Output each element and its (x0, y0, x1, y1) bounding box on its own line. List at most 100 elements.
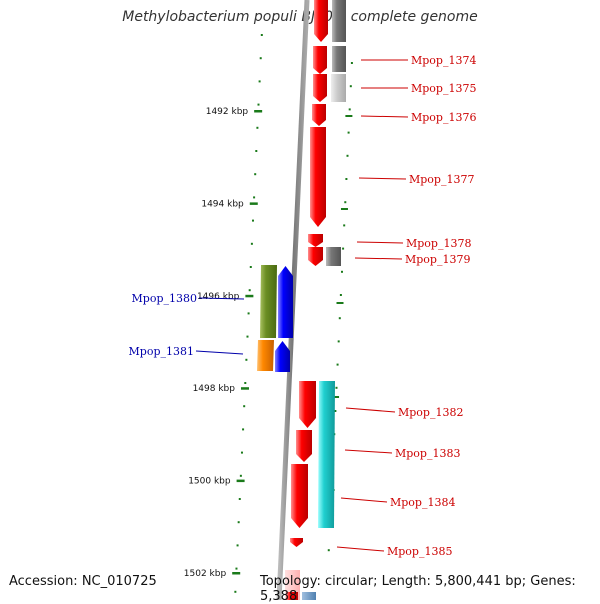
gene-arrow[interactable] (278, 266, 293, 338)
gene-arrow[interactable] (275, 341, 290, 372)
scale-dots (234, 34, 353, 593)
guide-dot (344, 201, 347, 204)
guide-dash (336, 302, 344, 304)
gene-label[interactable]: Mpop_1378 (406, 237, 471, 250)
guide-dot (245, 358, 248, 361)
gene-leader-line (198, 297, 245, 300)
scale-tick-label: 1492 kbp (206, 107, 249, 117)
guide-dot (349, 85, 352, 88)
gene-box[interactable] (260, 265, 277, 338)
scale-tick (245, 294, 254, 298)
gene-label[interactable]: Mpop_1377 (409, 173, 474, 186)
scale-tick-label: 1502 kbp (184, 569, 227, 579)
guide-dot (260, 34, 263, 36)
map-title: Methylobacterium populi BJ001, complete … (122, 9, 478, 25)
gene-leader-line (360, 115, 409, 118)
guide-dot (327, 549, 330, 552)
guide-dot (257, 103, 260, 106)
guide-dot (238, 498, 241, 500)
gene-arrow[interactable] (296, 430, 312, 462)
guide-dot (242, 428, 245, 431)
guide-dot (239, 474, 242, 477)
gene-box[interactable] (286, 592, 298, 600)
guide-dot (247, 312, 250, 315)
guide-dot (346, 154, 349, 157)
gene-leader-line (195, 350, 244, 355)
guide-dot (338, 317, 341, 320)
gene-label[interactable]: Mpop_1384 (390, 496, 455, 509)
scale-tick-label: 1496 kbp (197, 292, 240, 302)
gene-label[interactable]: Mpop_1374 (411, 54, 476, 67)
gene-arrow[interactable] (310, 127, 326, 227)
guide-dot (258, 80, 261, 83)
gene-arrow[interactable] (290, 538, 303, 547)
scale-tick-label: 1500 kbp (188, 477, 231, 487)
guide-dot (240, 451, 243, 454)
guide-dot (251, 219, 254, 222)
gene-box[interactable] (332, 0, 346, 42)
guide-dot (335, 386, 338, 389)
guide-dot (339, 294, 342, 296)
gene-leader-line (336, 546, 385, 552)
guide-dot (235, 567, 238, 570)
gene-box[interactable] (326, 247, 341, 266)
gene-box[interactable] (332, 46, 346, 72)
gene-label[interactable]: Mpop_1382 (398, 406, 463, 419)
gene-leader-line (344, 449, 393, 454)
guide-dot (345, 178, 348, 180)
scale-tick (240, 387, 249, 390)
guide-dot (250, 242, 253, 245)
gene-arrow[interactable] (308, 234, 323, 247)
gene-arrow[interactable] (313, 46, 327, 74)
guide-dot (234, 590, 237, 593)
guide-dot (254, 173, 257, 176)
gene-arrow[interactable] (314, 0, 328, 42)
guide-dot (248, 289, 251, 292)
guide-dot (336, 363, 339, 366)
guide-dot (347, 131, 350, 134)
gene-label[interactable]: Mpop_1376 (411, 111, 476, 124)
gene-leader-line (345, 407, 396, 413)
guide-dot (259, 57, 262, 60)
guide-dash (345, 115, 353, 117)
guide-dot (246, 335, 249, 338)
scale-tick (249, 202, 258, 205)
guide-dash (332, 396, 340, 398)
guide-dot (255, 150, 258, 152)
gene-leader-line (340, 497, 388, 503)
gene-arrow[interactable] (299, 381, 316, 428)
gene-label[interactable]: Mpop_1375 (411, 82, 476, 95)
gene-label[interactable]: Mpop_1381 (129, 345, 194, 358)
guide-dot (249, 266, 252, 268)
scale-tick-label: 1498 kbp (193, 384, 236, 394)
gene-arrow[interactable] (291, 464, 308, 528)
guide-dot (256, 126, 259, 129)
gene-box[interactable] (257, 340, 274, 371)
gene-label[interactable]: Mpop_1379 (405, 253, 470, 266)
gene-leader-line (354, 257, 403, 260)
scale-tick (236, 479, 245, 483)
scale-tick-label: 1494 kbp (201, 199, 244, 209)
guide-dot (342, 247, 345, 250)
gene-box[interactable] (318, 381, 335, 528)
guide-dot (337, 340, 340, 343)
gene-arrow[interactable] (313, 74, 327, 102)
gene-box[interactable] (331, 74, 346, 102)
gene-box[interactable] (302, 592, 316, 600)
guide-dash (340, 208, 348, 210)
guide-dot (343, 224, 346, 227)
gene-leader-line (358, 177, 407, 180)
gene-label[interactable]: Mpop_1385 (387, 545, 452, 558)
gene-arrow[interactable] (308, 247, 323, 266)
guide-dot (348, 108, 351, 111)
gene-arrow[interactable] (312, 104, 326, 126)
gene-features (257, 0, 346, 600)
accession-text: Accession: NC_010725 (9, 574, 157, 589)
gene-label[interactable]: Mpop_1380 (132, 292, 197, 305)
guide-dot (340, 270, 343, 273)
guide-dot (244, 382, 247, 384)
scale-tick (232, 572, 241, 575)
gene-label[interactable]: Mpop_1383 (395, 447, 460, 460)
kbp-scale: 1492 kbp 1494 kbp 1496 kbp 1498 kbp 1500 kbp… (184, 107, 263, 579)
